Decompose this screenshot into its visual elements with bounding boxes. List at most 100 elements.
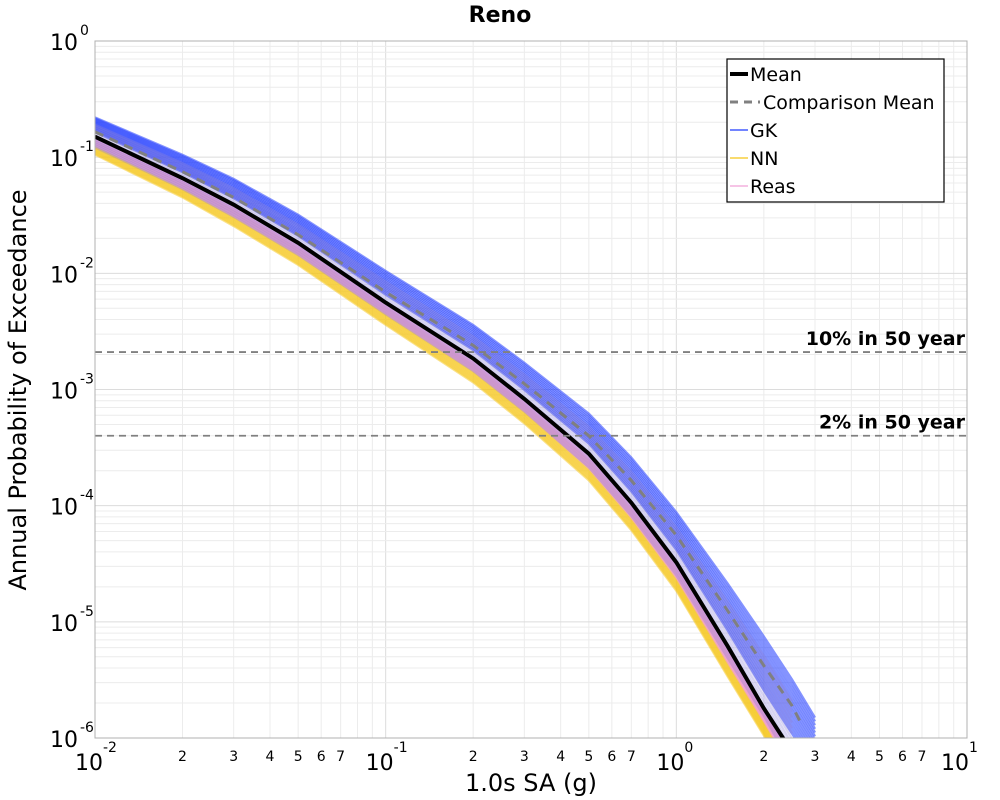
x-minor-tick-label: 2 bbox=[759, 749, 768, 765]
ensemble-blend-curve bbox=[95, 144, 781, 738]
ensemble-curve-gk bbox=[95, 129, 799, 738]
y-major-tick-label: 10 bbox=[50, 147, 78, 172]
ensemble-curve-gk bbox=[95, 127, 804, 738]
ensemble-curve-reas bbox=[95, 138, 782, 738]
ensemble-curve-nn bbox=[95, 151, 769, 738]
ensemble-curve-reas bbox=[95, 143, 777, 738]
ensemble-curve-gk bbox=[95, 124, 811, 738]
x-minor-tick-label: 5 bbox=[584, 749, 593, 765]
ensemble-curve-nn bbox=[95, 152, 768, 738]
ensemble-curve-nn bbox=[95, 147, 772, 738]
plot-frame bbox=[94, 40, 968, 739]
ensemble-blend-curve bbox=[95, 142, 784, 738]
ensemble-blend-curve bbox=[95, 136, 793, 738]
legend-label: Comparison Mean bbox=[763, 92, 935, 114]
x-minor-tick-label: 3 bbox=[520, 749, 529, 765]
x-minor-tick-label: 4 bbox=[556, 749, 565, 765]
ensemble-curve-gk bbox=[95, 121, 816, 737]
x-minor-tick-label: 5 bbox=[294, 749, 303, 765]
y-major-tick-exponent: -3 bbox=[80, 372, 94, 388]
ensemble-curve-gk bbox=[95, 118, 816, 726]
ensemble-curve-nn bbox=[95, 149, 770, 738]
x-minor-tick-label: 2 bbox=[178, 749, 187, 765]
x-minor-tick-label: 4 bbox=[266, 749, 275, 765]
x-major-tick-exponent: -1 bbox=[394, 740, 408, 756]
x-minor-tick-label: 3 bbox=[229, 749, 238, 765]
y-axis-label: Annual Probability of Exceedance bbox=[4, 189, 32, 590]
ensemble-blend-curve bbox=[95, 134, 794, 735]
ensemble-curve-reas bbox=[95, 142, 778, 738]
y-major-tick-label: 10 bbox=[50, 263, 78, 288]
x-minor-tick-label: 5 bbox=[875, 749, 884, 765]
legend: Mean Comparison Mean GK NN Reas bbox=[726, 58, 945, 203]
y-major-tick-label: 10 bbox=[50, 380, 78, 405]
ensemble-curve-gk bbox=[95, 126, 806, 738]
y-major-tick-label: 10 bbox=[50, 612, 78, 637]
x-minor-tick-label: 7 bbox=[918, 749, 927, 765]
reference-lines: 10% in 50 year 2% in 50 year bbox=[95, 328, 967, 437]
legend-label: Mean bbox=[750, 64, 802, 86]
ensemble-curve-gk bbox=[95, 130, 797, 738]
ensemble-curve-reas bbox=[95, 140, 779, 738]
y-major-tick-exponent: -6 bbox=[80, 720, 94, 736]
ensemble-blend-curve bbox=[95, 138, 790, 738]
ensemble-curve-gk bbox=[95, 123, 813, 738]
ensemble-curve-reas bbox=[95, 143, 777, 738]
reference-line-label: 2% in 50 year bbox=[819, 412, 966, 434]
comparison-mean-line bbox=[95, 130, 804, 726]
y-major-tick-exponent: -1 bbox=[80, 139, 94, 155]
x-minor-tick-label: 6 bbox=[607, 749, 616, 765]
ensemble-curve-nn bbox=[95, 141, 779, 738]
mean-line bbox=[95, 134, 786, 738]
reference-line-label: 10% in 50 year bbox=[806, 328, 966, 350]
x-minor-tick-label: 2 bbox=[469, 749, 478, 765]
ensemble-curve-reas bbox=[95, 140, 780, 738]
chart-title: Reno bbox=[469, 3, 532, 28]
y-major-tick-exponent: -4 bbox=[80, 488, 94, 504]
x-major-tick-exponent: -2 bbox=[103, 740, 117, 756]
x-major-tick-label: 10 bbox=[941, 751, 969, 776]
x-minor-tick-label: 6 bbox=[898, 749, 907, 765]
x-minor-tick-label: 4 bbox=[847, 749, 856, 765]
x-major-tick-label: 10 bbox=[366, 751, 394, 776]
ensemble-curve-reas bbox=[95, 139, 781, 738]
ensemble-blend-curve bbox=[95, 133, 794, 729]
grid bbox=[94, 41, 967, 739]
legend-label: GK bbox=[750, 120, 778, 142]
ensemble-blend-curve bbox=[95, 127, 794, 713]
ensemble-curve-nn bbox=[95, 144, 776, 738]
series-lines bbox=[95, 130, 804, 738]
ensemble-curve-nn bbox=[95, 143, 777, 738]
x-major-tick-exponent: 0 bbox=[684, 740, 693, 756]
x-minor-tick-label: 7 bbox=[336, 749, 345, 765]
x-major-tick-label: 10 bbox=[75, 751, 103, 776]
ensemble-curve-gk bbox=[95, 119, 816, 730]
legend-label: NN bbox=[750, 148, 778, 170]
ensemble-curve-reas bbox=[95, 144, 776, 738]
x-axis-label: 1.0s SA (g) bbox=[465, 769, 597, 797]
uncertainty-bands bbox=[95, 116, 816, 738]
y-major-tick-label: 10 bbox=[50, 728, 78, 753]
ensemble-curve-reas bbox=[95, 139, 780, 738]
ensemble-curve-gk bbox=[95, 128, 801, 738]
x-minor-tick-label: 7 bbox=[627, 749, 636, 765]
ensemble-curve-gk bbox=[95, 120, 816, 734]
ensemble-blend-curve bbox=[95, 129, 794, 718]
ensemble-curve-nn bbox=[95, 150, 769, 738]
ensemble-curve-reas bbox=[95, 144, 776, 738]
legend-box bbox=[726, 58, 945, 203]
ensemble-blend-curve bbox=[95, 140, 787, 738]
ensemble-curve-gk bbox=[95, 116, 816, 719]
y-major-tick-exponent: -5 bbox=[80, 604, 94, 620]
ensemble-blend-curve bbox=[95, 123, 794, 702]
x-major-tick-label: 10 bbox=[656, 751, 684, 776]
ensemble-blend-curve bbox=[95, 146, 778, 738]
ensemble-curve-nn bbox=[95, 146, 773, 738]
ensemble-curve-nn bbox=[95, 145, 775, 738]
x-major-tick-exponent: 1 bbox=[969, 740, 978, 756]
ensemble-curve-gk bbox=[95, 117, 816, 722]
ensemble-curve-nn bbox=[95, 153, 767, 738]
